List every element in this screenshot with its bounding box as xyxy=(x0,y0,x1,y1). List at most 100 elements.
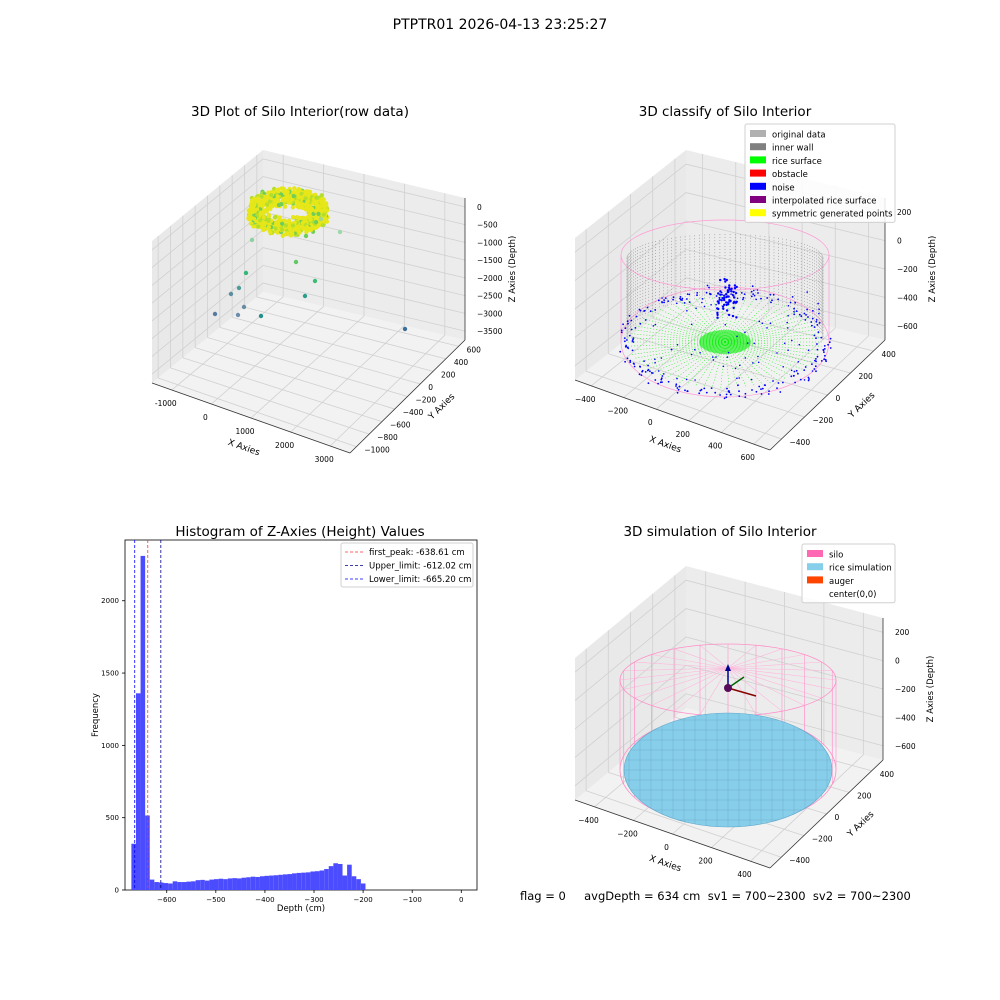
plot2-noise-point xyxy=(688,293,691,296)
histogram-x-tick-label: −300 xyxy=(304,896,323,904)
plot1-point xyxy=(303,218,308,223)
plot2-rice-surface-line xyxy=(651,310,726,343)
plot2-noise-point xyxy=(716,300,719,303)
plot2-legend-swatch xyxy=(750,169,766,177)
plot1-point xyxy=(296,215,301,220)
plot1-point xyxy=(266,218,271,223)
histogram-bar xyxy=(140,555,146,890)
plot2-rice-surface-line xyxy=(628,337,726,343)
plot4-silo-roof-wire xyxy=(673,648,729,669)
histogram-bar xyxy=(209,879,215,890)
plot2-noise-point xyxy=(758,385,761,388)
plot2-noise-point xyxy=(686,390,689,393)
plot2-noise-point xyxy=(708,286,710,289)
histogram-x-tick-label: −200 xyxy=(353,896,372,904)
plot1-point xyxy=(266,225,271,230)
plot2-noise-point xyxy=(639,366,642,368)
plot2-noise-point xyxy=(757,355,759,358)
plot2-noise-point xyxy=(750,290,753,293)
plot2-noise-point xyxy=(742,296,745,299)
plot1-point xyxy=(293,191,298,196)
plot2-noise-point xyxy=(795,369,798,372)
plot2-noise-point xyxy=(643,360,645,362)
plot2-noise-point xyxy=(829,337,832,340)
plot2-noise-point xyxy=(654,362,656,364)
plot2-noise-point xyxy=(726,290,729,294)
plot2-noise-point xyxy=(739,364,741,367)
plot2-noise-point xyxy=(744,331,746,334)
plot1-point xyxy=(285,189,290,194)
plot2-noise-point xyxy=(757,361,760,364)
plot2-noise-point xyxy=(735,285,738,289)
plot2-noise-point xyxy=(634,327,637,329)
plot1-point xyxy=(280,227,285,232)
plot2-grid-z xyxy=(574,192,886,281)
plot1-point xyxy=(280,233,285,238)
histogram-y-tick-label: 1500 xyxy=(101,670,119,678)
plot2-noise-point xyxy=(631,340,634,342)
plot2-rice-surface-line xyxy=(720,341,726,389)
plot1-point xyxy=(309,206,315,211)
plot2-noise-point xyxy=(798,343,801,346)
plot2-noise-point xyxy=(787,327,789,329)
plot1-point xyxy=(273,215,278,220)
plot2-noise-point xyxy=(771,299,773,302)
plot2-noise-point xyxy=(725,396,728,399)
plot2-noise-point xyxy=(798,313,801,316)
plot2-noise-point xyxy=(664,297,667,299)
histogram-legend-label: Lower_limit: -665.20 cm xyxy=(369,575,471,585)
plot2-noise-point xyxy=(620,329,623,332)
plot2-noise-point xyxy=(815,358,817,360)
plot4-z-tick-label: −600 xyxy=(895,742,916,751)
plot2-noise-point xyxy=(769,293,772,296)
plot2-noise-point xyxy=(686,310,688,312)
plot2-rice-surface-line xyxy=(724,317,809,343)
plot4-z-tick-label: −400 xyxy=(895,713,916,722)
plot2-noise-point xyxy=(639,309,642,312)
plot2-noise-point xyxy=(732,290,735,294)
histogram-frame xyxy=(124,539,478,891)
histogram-bar xyxy=(131,843,136,890)
plot2-noise-point xyxy=(638,308,641,311)
plot2-noise-point xyxy=(686,293,689,295)
histogram-x-axis-label: Depth (cm) xyxy=(277,904,325,914)
plot4-x-tick-label: −200 xyxy=(617,829,638,838)
plot2-rice-surface-line xyxy=(720,295,726,343)
plot2-noise-point xyxy=(823,345,826,347)
plot2-z-tick-label: −600 xyxy=(897,322,918,331)
plot2-noise-point xyxy=(703,387,706,390)
histogram-bar xyxy=(314,871,320,890)
plot2-legend-label: interpolated rice surface xyxy=(772,197,877,207)
plot2-noise-point xyxy=(723,298,726,302)
plot2-legend-label: noise xyxy=(772,183,795,193)
plot1-point xyxy=(324,219,330,224)
plot1-point xyxy=(288,232,293,237)
plot2-noise-point xyxy=(706,284,709,287)
plot2-x-tick-label: 200 xyxy=(676,430,691,439)
plot2-noise-point xyxy=(716,316,719,319)
plot1-z-tick-label: −2000 xyxy=(477,274,503,283)
plot2-noise-point xyxy=(730,293,732,295)
plot2-noise-point xyxy=(700,388,703,391)
plot2-rice-surface-line xyxy=(724,310,799,343)
plot2-noise-point xyxy=(823,358,826,361)
plot2-z-axis-label: Z Axies (Depth) xyxy=(928,236,938,303)
histogram-bar xyxy=(204,880,210,890)
plot2-noise-point xyxy=(670,348,673,351)
plot2-noise-point xyxy=(823,348,826,350)
plot2-noise-point xyxy=(683,302,686,304)
plot2-noise-point xyxy=(777,298,779,301)
plot4-title: 3D simulation of Silo Interior xyxy=(623,524,817,540)
histogram-bar xyxy=(195,880,201,890)
plot2-rice-surface-line xyxy=(724,341,730,389)
plot2-noise-point xyxy=(724,323,727,326)
plot2-noise-point xyxy=(627,322,629,325)
plot2-rice-surface-line xyxy=(711,341,726,389)
plot1-z-tick-label: −500 xyxy=(477,221,498,230)
plot2-legend-label: rice surface xyxy=(772,157,822,167)
plot2-noise-point xyxy=(827,343,829,346)
plot2-noise-point xyxy=(715,356,717,358)
plot2-noise-point xyxy=(808,378,810,380)
plot1-grid-y xyxy=(232,316,434,372)
plot2-noise-point xyxy=(708,292,711,295)
